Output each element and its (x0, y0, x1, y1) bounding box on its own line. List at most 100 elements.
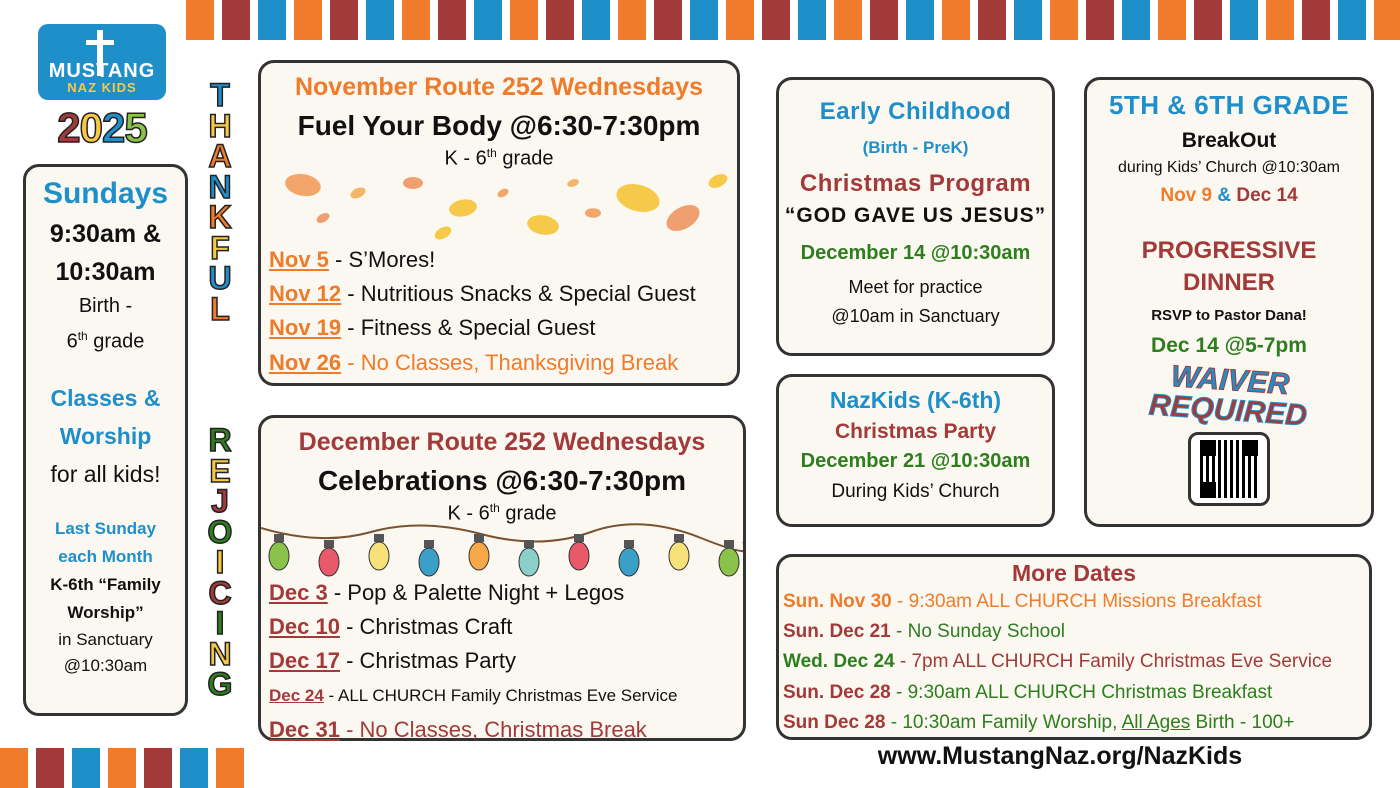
event-date: Dec 3 (269, 580, 328, 605)
grades-5-6-panel: 5TH & 6TH GRADE BreakOut during Kids’ Ch… (1084, 77, 1374, 527)
leaf-icon (666, 205, 700, 231)
stripe (870, 0, 898, 40)
vertical-letter: H (208, 107, 233, 144)
stripe (906, 0, 934, 40)
leaf-icon (403, 177, 423, 189)
leaf-icon (497, 188, 509, 198)
more-date-label: Sun. Dec 21 (783, 621, 891, 643)
stripe (438, 0, 466, 40)
vertical-letter: E (209, 452, 232, 489)
logo-brand-text: MUSTANG (48, 60, 156, 82)
event-desc: - Fitness & Special Guest (341, 315, 596, 341)
last-sunday-line2: each Month (58, 546, 153, 566)
event-row: Nov 26 - No Classes, Thanksgiving Break (269, 346, 696, 380)
leaf-icon (527, 215, 559, 235)
last-sunday-line1: Last Sunday (54, 518, 157, 538)
rsvp-text: RSVP to Pastor Dana! (1151, 307, 1307, 324)
stripe (216, 748, 244, 788)
stripe (1086, 0, 1114, 40)
vertical-letter: A (208, 138, 233, 174)
vertical-letter: L (209, 290, 230, 327)
december-header: December Route 252 Wednesdays (298, 428, 706, 456)
december-grade: K - 6th grade (447, 501, 557, 525)
vertical-letter: N (208, 635, 233, 672)
stripe (258, 0, 286, 40)
stripe (798, 0, 826, 40)
sundays-time-1: 9:30am & (49, 220, 162, 248)
more-date-text: - 9:30am ALL CHURCH Christmas Breakfast (890, 681, 1273, 703)
light-bulb-icon (418, 547, 440, 577)
logo-year: 2025 (38, 103, 166, 152)
event-date: Dec 31 (269, 716, 340, 742)
stripe (1122, 0, 1150, 40)
leaf-icon (350, 187, 366, 199)
family-worship-line2: Worship” (67, 602, 144, 622)
event-desc: - S’Mores! (328, 247, 436, 272)
sundays-age-line1: Birth - (78, 295, 133, 317)
stripe (36, 748, 64, 788)
vertical-letter: N (208, 168, 233, 205)
more-dates-panel: More Dates Sun. Nov 30 - 9:30am ALL CHUR… (776, 554, 1372, 740)
event-desc: - No Classes, Thanksgiving Break (341, 349, 679, 375)
stripe (1230, 0, 1258, 40)
stripe (1158, 0, 1186, 40)
more-date-row: Sun. Dec 28 - 9:30am ALL CHURCH Christma… (783, 678, 1369, 708)
stripe (1194, 0, 1222, 40)
event-desc: - Nutritious Snacks & Special Guest (341, 281, 696, 307)
progressive-dinner-line1: PROGRESSIVE (1141, 237, 1317, 264)
stripe (1338, 0, 1366, 40)
stripe (762, 0, 790, 40)
vertical-letter: K (208, 199, 233, 235)
bulb-cap (574, 534, 584, 542)
event-row: Dec 31 - No Classes, Christmas Break (269, 713, 677, 747)
event-row: Nov 12 - Nutritious Snacks & Special Gue… (269, 277, 696, 311)
event-date: Dec 17 (269, 648, 340, 674)
more-date-after: Birth - 100+ (1190, 711, 1295, 733)
more-date-label: Sun. Dec 28 (783, 681, 891, 703)
event-date: Dec 10 (269, 614, 340, 640)
more-date-label: Sun Dec 28 (783, 711, 886, 733)
logo-sub-text: NAZ KIDS (67, 80, 137, 95)
stripe (0, 748, 28, 788)
leaf-icon (434, 226, 452, 240)
event-row: Dec 3 - Pop & Palette Night + Legos (269, 576, 677, 610)
event-date: Dec 24 (269, 685, 324, 705)
cross-icon-bar (86, 40, 114, 45)
december-route-panel: December Route 252 Wednesdays Celebratio… (258, 415, 746, 742)
leaf-icon (567, 179, 579, 187)
stripe (1374, 0, 1400, 40)
stripe (72, 748, 100, 788)
mustang-naz-kids-logo: MUSTANG NAZ KIDS 2025 (38, 24, 166, 152)
vertical-letter: G (207, 666, 233, 702)
stripe (1302, 0, 1330, 40)
logo-year-digit: 2 (57, 103, 82, 152)
more-date-underline: All Ages (1121, 711, 1191, 733)
stripe (1014, 0, 1042, 40)
qr-code-icon[interactable] (1188, 432, 1270, 506)
light-bulb-icon (518, 547, 540, 577)
more-date-text: - 10:30am Family Worship, (885, 711, 1122, 733)
nazkids-event: Christmas Party (834, 420, 997, 443)
stripe (690, 0, 718, 40)
bulb-cap (474, 534, 484, 542)
for-all-kids: for all kids! (50, 460, 161, 487)
more-date-text: - 7pm ALL CHURCH Family Christmas Eve Se… (894, 651, 1333, 673)
november-subtitle: Fuel Your Body @6:30-7:30pm (297, 110, 701, 141)
bulb-cap (424, 540, 434, 548)
event-row: Dec 24 - ALL CHURCH Family Christmas Eve… (269, 679, 677, 713)
top-stripe-border (186, 0, 1400, 40)
stripe (618, 0, 646, 40)
program-theme: “GOD GAVE US JESUS” (784, 204, 1047, 227)
leaf-icon (316, 212, 330, 224)
early-childhood-ages: (Birth - PreK) (862, 138, 969, 157)
event-desc: - Pop & Palette Night + Legos (327, 580, 625, 605)
stripe (108, 748, 136, 788)
light-bulb-icon (368, 541, 390, 571)
vertical-letter: I (215, 544, 225, 580)
november-grade: K - 6th grade (444, 146, 554, 170)
website-url[interactable]: www.MustangNaz.org/NazKids (877, 742, 1243, 770)
stripe (474, 0, 502, 40)
grades-title: 5TH & 6TH GRADE (1108, 90, 1350, 120)
light-bulb-icon (268, 541, 290, 571)
